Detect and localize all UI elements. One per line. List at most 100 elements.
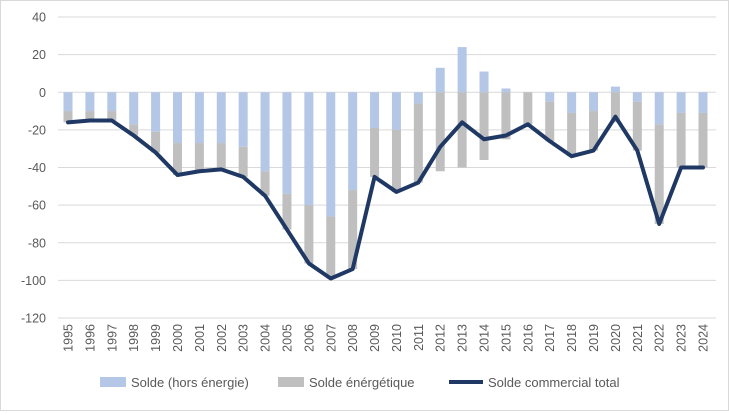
bar-segment (63, 92, 73, 112)
x-tick-label: 2017 (543, 324, 557, 352)
bar-segment (567, 92, 577, 113)
legend-label: Solde énérgétique (309, 375, 415, 390)
total-line (66, 114, 705, 281)
bar-segment (654, 124, 664, 224)
y-tick-label: -80 (28, 236, 46, 250)
bar-segment (194, 92, 204, 144)
legend-label: Solde (hors énergie) (131, 375, 249, 390)
legend-label: Solde commercial total (488, 375, 620, 390)
bar-segment (391, 92, 401, 130)
x-tick-label: 2018 (565, 324, 579, 352)
x-tick-label: 2000 (171, 324, 185, 352)
y-tick-label: 40 (32, 11, 46, 25)
bar-segment (129, 124, 139, 136)
y-tick-label: 20 (32, 48, 46, 62)
x-tick-label: 1997 (105, 324, 119, 352)
bar-segment (370, 92, 380, 128)
x-tick-label: 2016 (521, 324, 535, 352)
legend-item: Solde énérgétique (278, 375, 415, 390)
bar-segment (370, 127, 380, 177)
x-tick-label: 2008 (346, 324, 360, 352)
x-tick-label: 2007 (324, 324, 338, 352)
bar-segment (610, 92, 620, 123)
bar-segment (348, 190, 358, 270)
gridlines (58, 16, 716, 319)
bar-segment (567, 112, 577, 157)
y-axis-labels: 40 20 0 -20 -40 -60 -80 -100 -120 (21, 11, 46, 326)
x-axis-labels: 1995 1996 1997 1998 1999 2000 2001 2002 2003 2004… (62, 324, 711, 352)
x-tick-label: 2006 (302, 324, 316, 352)
bars (63, 47, 708, 279)
y-tick-label: -120 (21, 312, 46, 326)
bar-segment (610, 86, 620, 93)
bar-segment (698, 92, 708, 113)
x-tick-label: 2011 (412, 324, 426, 351)
bar-segment (85, 92, 95, 112)
x-tick-label: 2021 (631, 324, 645, 352)
bar-segment (435, 92, 445, 172)
bar-segment (172, 92, 182, 144)
y-tick-label: -100 (21, 274, 46, 288)
bar-segment (282, 193, 292, 230)
bar-segment (129, 92, 139, 125)
x-tick-label: 1998 (127, 324, 141, 352)
bar-segment (501, 92, 511, 140)
x-tick-label: 2001 (193, 324, 207, 352)
x-tick-label: 2019 (587, 324, 601, 352)
bar-segment (304, 205, 314, 264)
x-tick-label: 2023 (675, 324, 689, 352)
x-tick-label: 2003 (237, 324, 251, 352)
x-tick-label: 2022 (653, 324, 667, 352)
bar-segment (282, 92, 292, 194)
bar-segment (676, 112, 686, 168)
x-tick-label: 2014 (478, 324, 492, 352)
bar-segment (413, 103, 423, 183)
x-tick-label: 2013 (456, 324, 470, 352)
x-tick-label: 2005 (280, 324, 294, 352)
bar-segment (698, 112, 708, 168)
x-tick-label: 2020 (609, 324, 623, 352)
bar-segment (216, 92, 226, 144)
x-tick-label: 2009 (368, 324, 382, 352)
bar-segment (326, 216, 336, 279)
bar-segment (413, 92, 423, 104)
legend-swatch (278, 377, 304, 387)
bar-segment (435, 67, 445, 93)
bar-segment (632, 92, 642, 102)
bar-segment (589, 111, 599, 151)
y-tick-label: -20 (28, 123, 46, 137)
x-tick-label: 1996 (83, 324, 97, 352)
bar-segment (151, 92, 161, 132)
y-tick-label: 0 (39, 86, 46, 100)
bar-segment (85, 111, 95, 121)
x-tick-label: 2015 (499, 324, 513, 352)
bar-segment (457, 92, 467, 168)
bar-segment (545, 101, 555, 142)
x-tick-label: 1995 (62, 324, 76, 352)
bar-segment (589, 92, 599, 112)
bar-segment (457, 47, 467, 93)
x-tick-label: 2024 (697, 324, 711, 352)
bar-segment (501, 88, 511, 93)
bar-segment (194, 143, 204, 172)
bar-segment (654, 92, 664, 125)
bar-segment (172, 143, 182, 176)
bar-segment (632, 101, 642, 151)
x-tick-label: 2010 (390, 324, 404, 352)
legend-swatch (100, 377, 126, 387)
x-tick-label: 2002 (215, 324, 229, 352)
bar-segment (479, 92, 489, 160)
bar-segment (151, 131, 161, 153)
legend: Solde (hors énergie) Solde énérgétique Sol… (100, 375, 620, 390)
bar-segment (545, 92, 555, 102)
y-tick-label: -40 (28, 161, 46, 175)
bar-segment (391, 129, 401, 192)
bar-segment (107, 92, 117, 112)
bar-segment (348, 92, 358, 191)
bar-segment (238, 146, 248, 177)
y-tick-label: -60 (28, 199, 46, 213)
x-tick-label: 2012 (434, 324, 448, 352)
legend-item: Solde (hors énergie) (100, 375, 249, 390)
